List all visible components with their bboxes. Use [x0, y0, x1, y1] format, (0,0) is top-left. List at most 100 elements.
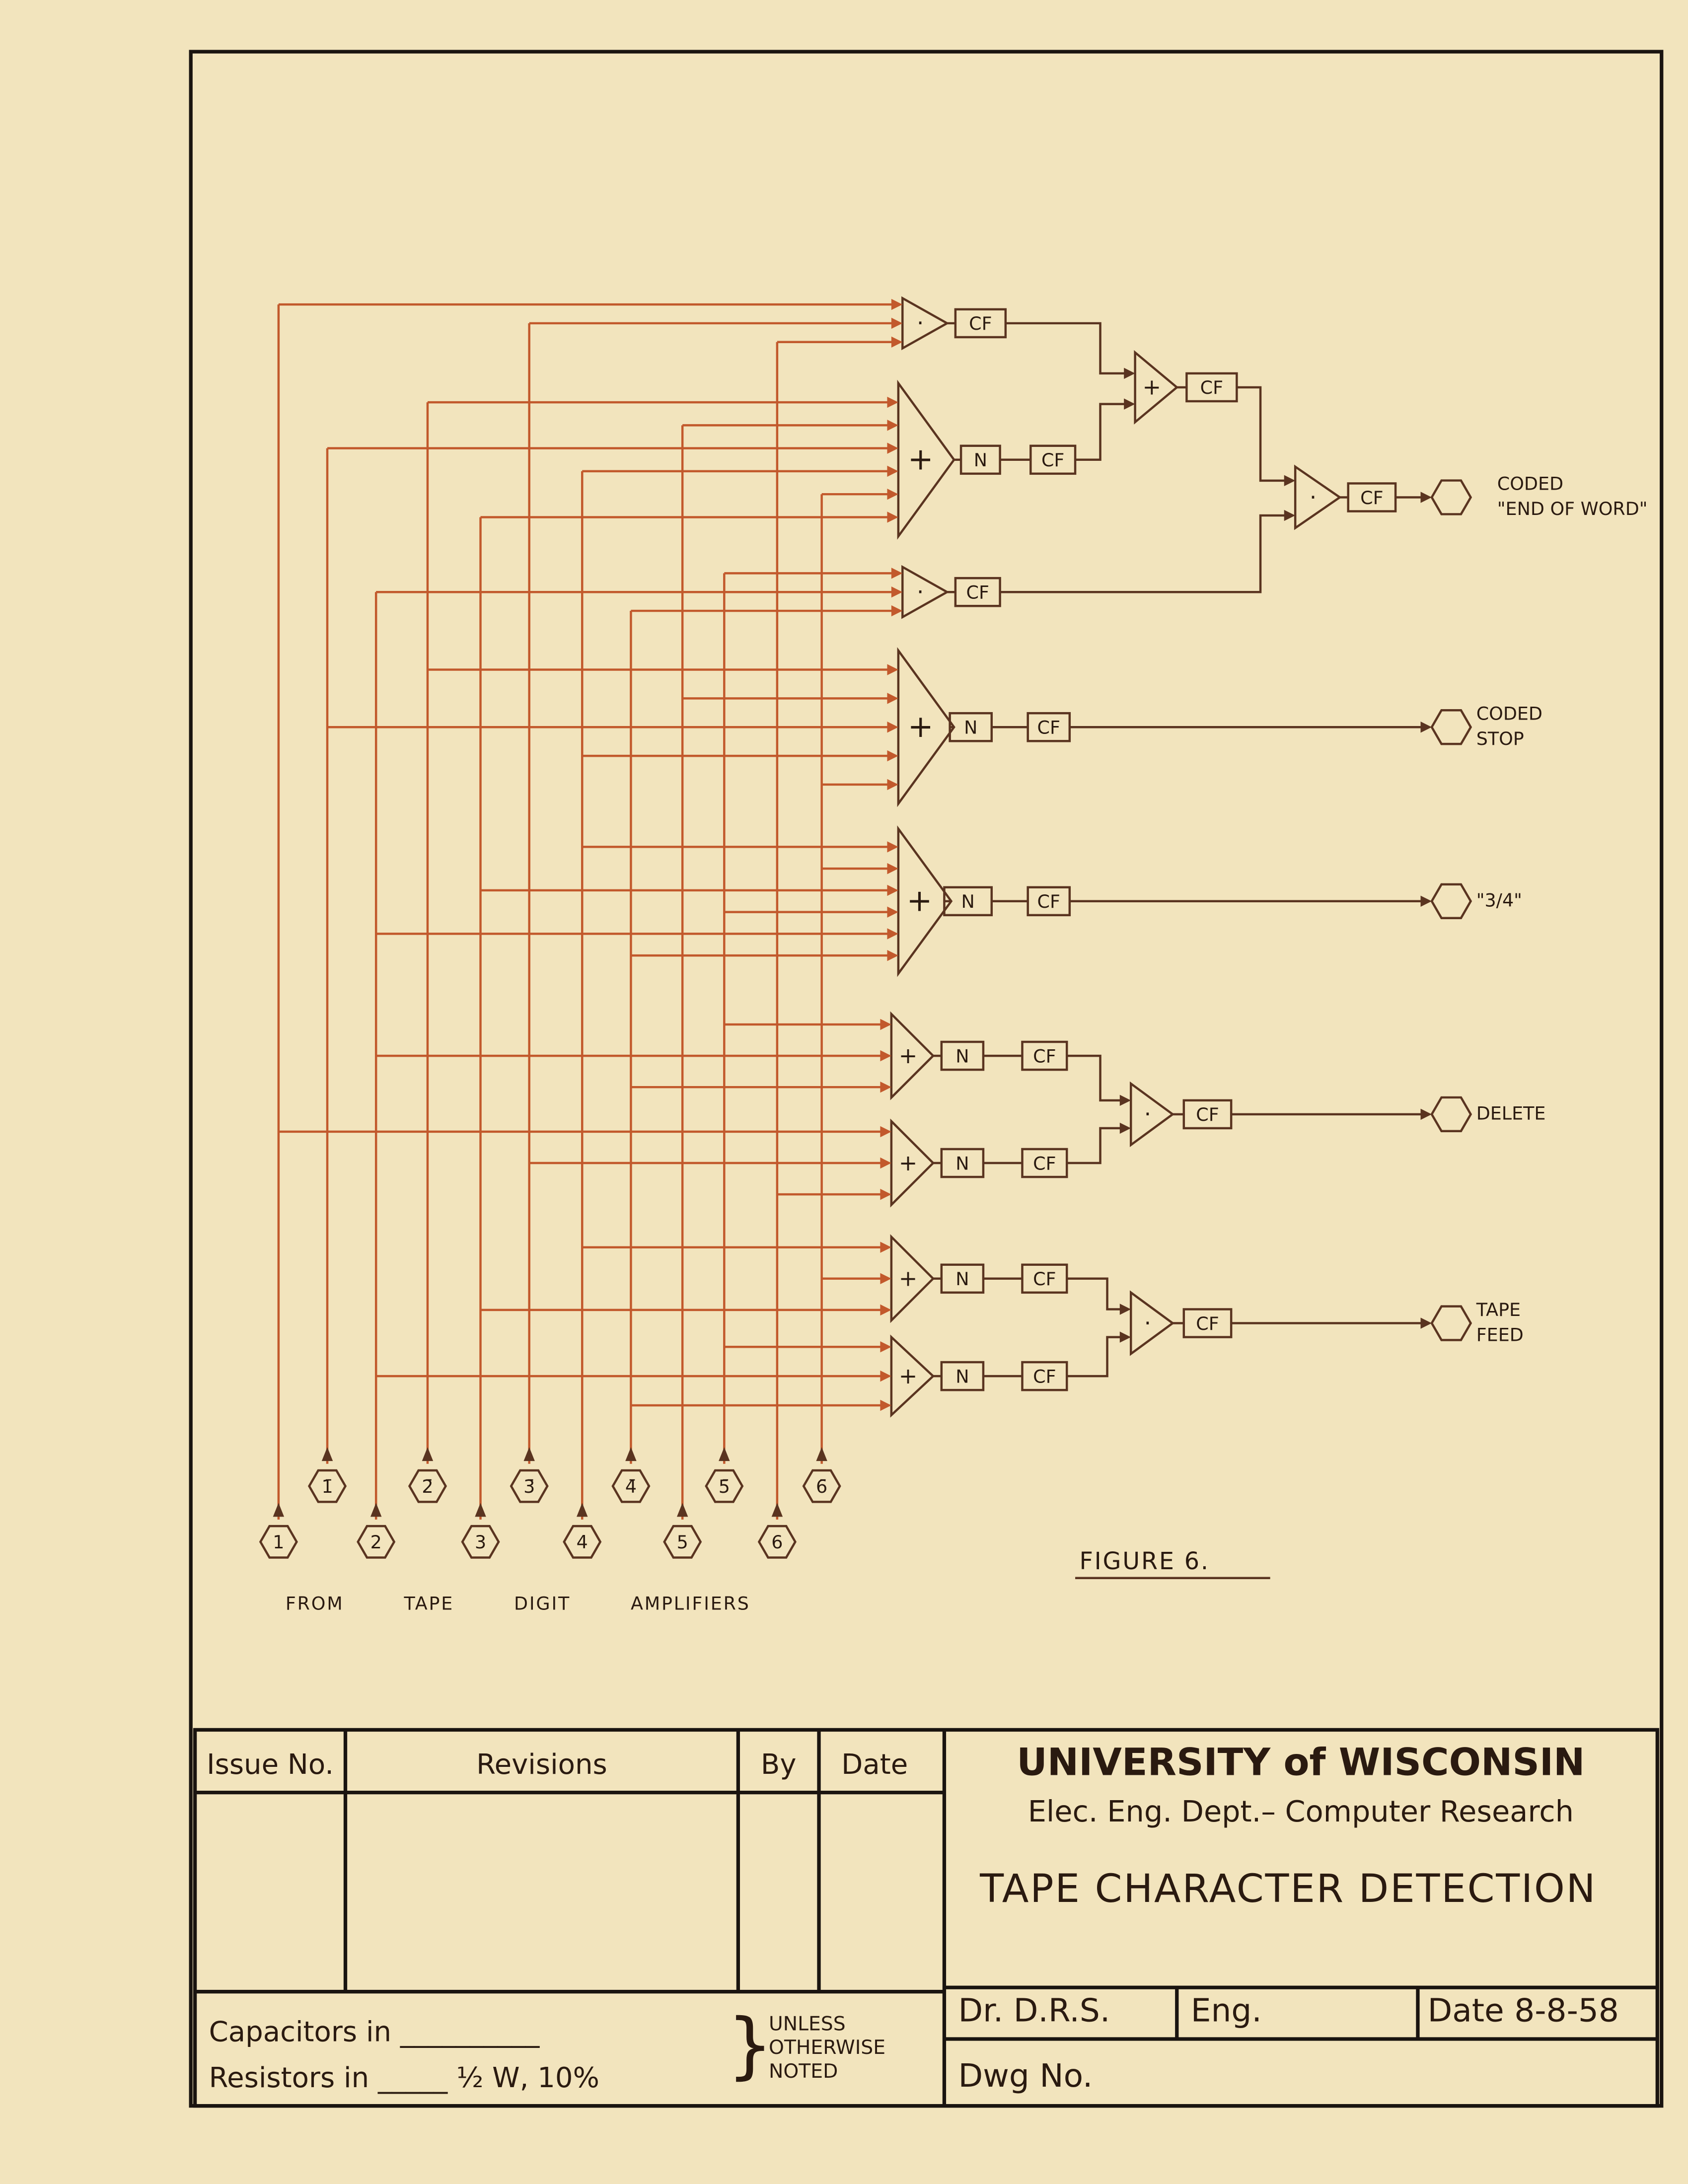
- arrowhead: [1420, 1108, 1432, 1120]
- capacitors: Capacitors in __________: [209, 2016, 540, 2048]
- arrowhead: [1420, 722, 1432, 733]
- arrowhead: [816, 1447, 827, 1461]
- arrowhead: [887, 906, 898, 918]
- gate-op: +: [899, 1150, 918, 1176]
- arrowhead: [771, 1503, 783, 1517]
- input-terminal: [461, 1525, 500, 1559]
- arrowhead: [887, 841, 898, 853]
- arrowhead: [880, 1399, 891, 1411]
- arrowhead: [880, 1370, 891, 1382]
- arrowhead: [1420, 895, 1432, 907]
- arrowhead: [880, 1341, 891, 1353]
- input-label: 1: [273, 1531, 284, 1553]
- output-label: "3/4": [1476, 889, 1522, 911]
- output-label: "END OF WORD": [1497, 498, 1648, 519]
- input-terminal: [510, 1469, 549, 1503]
- arrowhead: [1284, 510, 1296, 521]
- output-label: CODED: [1497, 473, 1563, 495]
- arrowhead: [887, 465, 898, 477]
- stage-label: N: [955, 1045, 969, 1067]
- input-label: 2: [370, 1531, 382, 1553]
- gate-op: +: [899, 1042, 918, 1069]
- stage-label: N: [955, 1153, 969, 1174]
- arrowhead: [891, 298, 903, 310]
- gate: [901, 565, 950, 619]
- arrowhead: [370, 1503, 382, 1517]
- arrowhead: [887, 442, 898, 454]
- stage-label: CF: [969, 313, 992, 334]
- arrowhead: [887, 863, 898, 874]
- arrowhead: [676, 1503, 688, 1517]
- input-terminal: [357, 1525, 396, 1559]
- gate-op: +: [899, 1363, 918, 1389]
- university: UNIVERSITY of WISCONSIN: [1017, 1741, 1585, 1784]
- output-label: STOP: [1476, 728, 1524, 749]
- connection: [1067, 1127, 1128, 1165]
- note-line: OTHERWISE: [769, 2037, 885, 2059]
- gate: [1129, 1290, 1175, 1356]
- figure-label: FIGURE 6.: [1079, 1548, 1209, 1575]
- output-label: TAPE: [1476, 1299, 1521, 1320]
- gate-op: +: [908, 709, 934, 744]
- arrowhead: [887, 396, 898, 408]
- input-label: 5̄: [719, 1476, 730, 1497]
- department: Elec. Eng. Dept.– Computer Research: [1028, 1794, 1574, 1828]
- input-label: 6̄: [816, 1476, 827, 1497]
- header-cell: Issue No.: [207, 1748, 334, 1781]
- input-terminal: [705, 1469, 744, 1503]
- arrowhead: [1124, 398, 1135, 410]
- output-terminal: [1430, 1305, 1472, 1341]
- input-terminal: [259, 1525, 298, 1559]
- circuit: · CF + N CF + CF · CF · CF + N CF + N CF + N CF + N CF · CF + N CF +…: [259, 296, 1648, 1559]
- gate-op: ·: [1144, 1310, 1151, 1336]
- gate: [897, 379, 955, 540]
- arrowhead: [891, 605, 903, 617]
- input-terminal: [563, 1525, 602, 1559]
- gate: [1294, 464, 1342, 530]
- header-cell: By: [761, 1748, 797, 1781]
- arrowhead: [887, 722, 898, 733]
- gate-op: +: [908, 441, 934, 477]
- input-terminal: [757, 1525, 797, 1559]
- stage-label: CF: [1360, 487, 1383, 509]
- arrowhead: [891, 586, 903, 598]
- gate-op: ·: [1144, 1101, 1151, 1127]
- stage-label: CF: [1033, 1366, 1056, 1387]
- stage-label: CF: [1200, 377, 1223, 398]
- note-line: NOTED: [769, 2060, 838, 2083]
- stage-label: N: [961, 891, 974, 912]
- output-terminal: [1430, 883, 1472, 919]
- input-label: 3̄: [523, 1476, 535, 1497]
- header-cell: Revisions: [476, 1748, 607, 1781]
- output-terminal: [1430, 1096, 1472, 1133]
- arrowhead: [1284, 475, 1296, 487]
- connection: [1067, 1336, 1128, 1378]
- output-terminal: [1430, 709, 1472, 745]
- gate: [897, 825, 953, 977]
- input-label: 2̄: [422, 1476, 433, 1497]
- arrowhead: [1119, 1331, 1131, 1343]
- arrowhead: [577, 1503, 588, 1517]
- gate: [1134, 350, 1179, 425]
- arrowhead: [887, 884, 898, 896]
- arrowhead: [887, 779, 898, 791]
- arrowhead: [1119, 1122, 1131, 1134]
- input-terminal: [663, 1525, 702, 1559]
- arrowhead: [880, 1050, 891, 1062]
- engineer: Eng.: [1191, 1992, 1262, 2029]
- output-label: DELETE: [1476, 1102, 1546, 1124]
- arrowhead: [321, 1447, 333, 1461]
- stage-label: N: [955, 1366, 969, 1387]
- arrowhead: [880, 1273, 891, 1285]
- arrowhead: [887, 511, 898, 523]
- arrowhead: [273, 1503, 285, 1517]
- arrowhead: [880, 1304, 891, 1316]
- arrowhead: [719, 1447, 730, 1461]
- input-label: 4̄: [625, 1476, 637, 1497]
- arrowhead: [891, 336, 903, 348]
- arrowhead: [880, 1126, 891, 1138]
- brace: }: [727, 2003, 773, 2087]
